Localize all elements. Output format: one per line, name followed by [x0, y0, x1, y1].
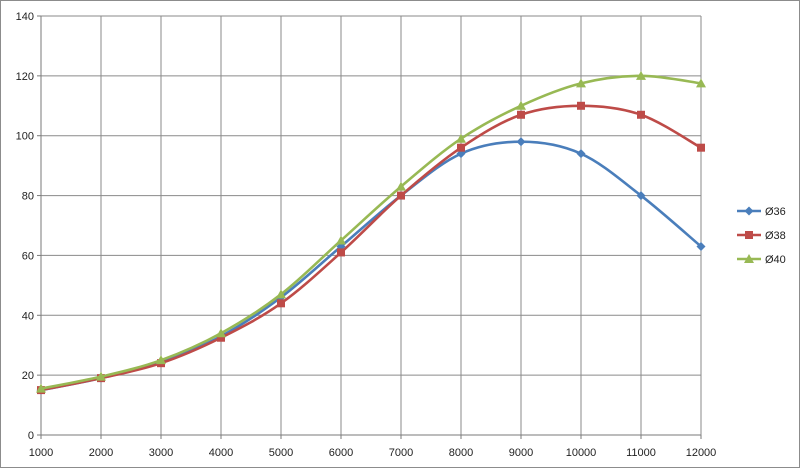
x-tick-label: 5000 [269, 447, 293, 459]
series-3 [36, 70, 706, 393]
y-tick-label: 100 [16, 131, 34, 143]
series-3-point [456, 133, 466, 143]
series-3-point [696, 78, 706, 88]
legend-swatch-marker [744, 254, 754, 263]
series-2-point [457, 143, 465, 152]
series-3-point [96, 371, 106, 381]
series-3-point [396, 181, 406, 191]
y-tick-label: 140 [16, 11, 34, 23]
series-1-point [636, 191, 646, 201]
series-2-point [697, 143, 705, 152]
grid [40, 15, 702, 436]
y-tick-label: 0 [28, 430, 34, 442]
series-1 [36, 137, 706, 395]
series-1-point [696, 241, 706, 251]
axes: 0 20 40 60 80 100 120 140 1000 2000 3000 4000 5000 60… [16, 11, 717, 459]
x-tick-label: 8000 [449, 447, 473, 459]
series-2 [37, 101, 705, 395]
y-tick-label: 80 [22, 191, 34, 203]
x-tick-label: 1000 [29, 447, 53, 459]
series-3-point [156, 355, 166, 365]
x-tick-label: 2000 [89, 447, 113, 459]
legend-entry: Ø40 [737, 254, 786, 266]
legend-swatch-marker [744, 206, 754, 216]
x-tick-label: 3000 [149, 447, 173, 459]
series-2-point [277, 299, 285, 308]
series-2-point [577, 101, 585, 110]
series-3-point [636, 70, 646, 80]
series-1-point [576, 149, 586, 159]
legend-entry: Ø38 [737, 230, 786, 242]
series-2-point [517, 110, 525, 119]
series-2-point [397, 191, 405, 200]
series-3-point [36, 383, 46, 393]
x-tick-label: 6000 [329, 447, 353, 459]
series-2-point [337, 248, 345, 257]
series-2-point [637, 110, 645, 119]
series-2-point [217, 333, 225, 342]
series-layer [36, 70, 706, 395]
y-tick-label: 60 [22, 250, 34, 262]
legend-label: Ø40 [765, 254, 786, 266]
series-3-point [216, 328, 226, 338]
legend-label: Ø36 [765, 206, 786, 218]
series-3-point [516, 100, 526, 110]
y-tick-label: 20 [22, 370, 34, 382]
series-1-point [516, 137, 526, 147]
series-3-point [276, 289, 286, 299]
x-tick-label: 7000 [389, 447, 413, 459]
x-tick-label: 11000 [626, 447, 656, 459]
series-3-point [336, 235, 346, 245]
legend: Ø36 Ø38 Ø40 [737, 206, 786, 266]
x-tick-label: 9000 [509, 447, 533, 459]
x-tick-label: 4000 [209, 447, 233, 459]
x-tick-label: 12000 [686, 447, 717, 459]
y-tick-label: 120 [16, 71, 34, 83]
legend-label: Ø38 [765, 230, 786, 242]
y-tick-label: 40 [22, 310, 34, 322]
legend-entry: Ø36 [737, 206, 786, 218]
x-tick-label: 10000 [566, 447, 597, 459]
legend-swatch-marker [745, 231, 753, 239]
series-2-line [40, 104, 702, 392]
series-3-point [576, 78, 586, 88]
series-1-line [40, 140, 702, 392]
series-3-line [40, 74, 702, 390]
